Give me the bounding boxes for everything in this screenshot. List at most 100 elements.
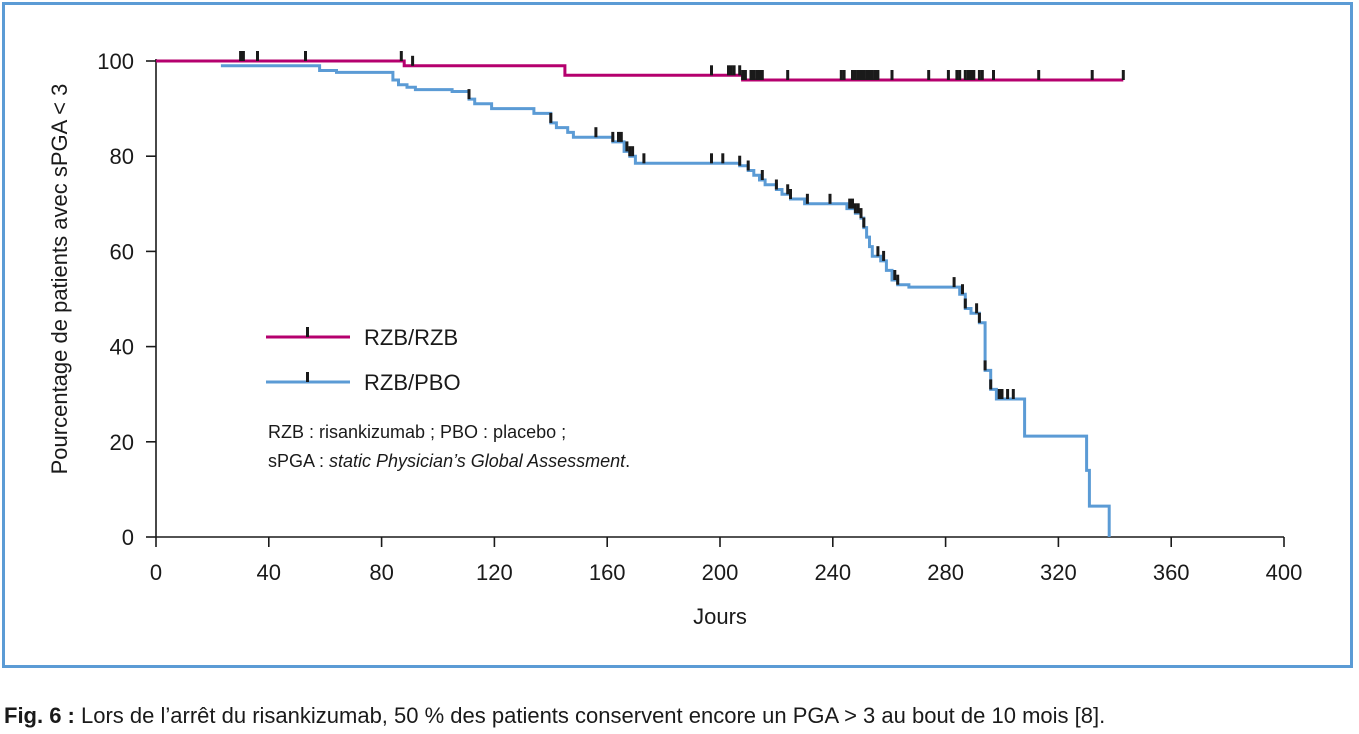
censor-mark-rzb-pbo <box>594 127 598 138</box>
figure-frame <box>2 2 1353 668</box>
censor-mark-rzb-pbo <box>876 246 880 257</box>
y-tick-label: 60 <box>110 239 134 264</box>
censor-mark-rzb-rzb <box>876 70 880 80</box>
caption-label: Fig. 6 : <box>4 703 75 728</box>
censor-mark-rzb-rzb <box>752 70 756 80</box>
censor-mark-rzb-pbo <box>859 208 863 219</box>
censor-mark-rzb-rzb <box>839 70 843 80</box>
censor-mark-rzb-pbo <box>467 89 471 100</box>
censor-mark-rzb-rzb <box>992 70 995 80</box>
legend-tick-rzb-pbo <box>306 372 309 382</box>
censor-mark-rzb-rzb <box>865 70 869 80</box>
censor-mark-rzb-pbo <box>774 179 778 190</box>
censor-mark-rzb-rzb <box>241 51 245 61</box>
censor-mark-rzb-rzb <box>710 65 713 76</box>
censor-mark-rzb-pbo <box>853 203 857 214</box>
censor-mark-rzb-rzb <box>411 55 415 66</box>
censor-mark-rzb-rzb <box>963 70 967 80</box>
censor-mark-rzb-pbo <box>882 250 886 261</box>
x-tick-label: 80 <box>369 560 393 585</box>
censor-mark-rzb-pbo <box>848 198 852 209</box>
x-tick-label: 320 <box>1040 560 1077 585</box>
censor-mark-rzb-rzb <box>727 65 730 76</box>
y-tick-label: 0 <box>122 525 134 550</box>
censor-mark-rzb-rzb <box>870 70 874 80</box>
censor-mark-rzb-pbo <box>975 303 979 314</box>
censor-mark-rzb-rzb <box>958 70 962 80</box>
censor-mark-rzb-pbo <box>862 217 866 228</box>
censor-mark-rzb-pbo <box>628 146 632 157</box>
censor-mark-rzb-rzb <box>890 70 894 80</box>
censor-mark-rzb-rzb <box>868 70 871 80</box>
censor-mark-rzb-rzb <box>969 70 973 80</box>
censor-mark-rzb-rzb <box>1090 70 1094 80</box>
censor-mark-rzb-pbo <box>805 193 809 204</box>
censor-mark-rzb-rzb <box>977 70 981 80</box>
legend-label-rzb-rzb: RZB/RZB <box>364 325 458 350</box>
censor-mark-rzb-pbo <box>1006 389 1010 399</box>
censor-mark-rzb-pbo <box>983 360 987 371</box>
censor-mark-rzb-rzb <box>859 70 863 80</box>
censor-mark-rzb-pbo <box>642 153 646 164</box>
y-tick-label: 100 <box>97 49 134 74</box>
censor-mark-rzb-pbo <box>963 298 967 309</box>
abbreviation-note: RZB : risankizumab ; PBO : placebo ; sPG… <box>268 422 630 471</box>
censor-mark-rzb-pbo <box>625 141 629 152</box>
censor-mark-rzb-rzb <box>980 70 984 80</box>
y-tick-label: 20 <box>110 430 134 455</box>
axes: 0 40 80 120 160 200 240 280 320 360 400 0 20 40 60 80 10… <box>47 49 1302 629</box>
series-line-rzb-pbo <box>220 64 1111 537</box>
censor-mark-rzb-pbo <box>989 379 993 390</box>
censor-mark-rzb-pbo <box>1011 389 1015 399</box>
series-layer <box>156 51 1125 537</box>
censor-mark-rzb-pbo <box>746 160 750 171</box>
censor-mark-rzb-pbo <box>851 198 854 209</box>
censor-mark-rzb-pbo <box>1000 389 1004 399</box>
censor-mark-rzb-pbo <box>997 389 1001 399</box>
censor-mark-rzb-pbo <box>786 184 790 195</box>
x-axis-label: Jours <box>693 604 747 629</box>
x-tick-label: 160 <box>589 560 626 585</box>
kaplan-meier-chart: 0 40 80 120 160 200 240 280 320 360 400 0 20 40 60 80 10… <box>47 49 1302 629</box>
censor-mark-rzb-pbo <box>789 189 792 199</box>
censor-mark-rzb-rzb <box>741 70 745 80</box>
censor-mark-rzb-rzb <box>239 51 243 61</box>
censor-mark-rzb-pbo <box>952 277 956 288</box>
censor-mark-rzb-rzb <box>755 70 759 80</box>
x-tick-label: 400 <box>1266 560 1303 585</box>
censor-mark-rzb-rzb <box>842 70 846 80</box>
x-tick-label: 120 <box>476 560 513 585</box>
note-line-2: sPGA : static Physician’s Global Assessm… <box>268 451 630 471</box>
censor-mark-rzb-pbo <box>896 274 900 285</box>
y-tick-label: 80 <box>110 144 134 169</box>
censor-mark-rzb-rzb <box>786 70 790 80</box>
caption-text: Lors de l’arrêt du risankizumab, 50 % de… <box>74 703 1106 728</box>
censor-mark-rzb-rzb <box>862 70 866 80</box>
censor-mark-rzb-pbo <box>977 312 981 323</box>
censor-mark-rzb-rzb <box>853 70 857 80</box>
censor-mark-rzb-pbo <box>961 284 964 295</box>
censor-mark-rzb-rzb <box>873 70 877 80</box>
x-tick-label: 0 <box>150 560 162 585</box>
censor-mark-rzb-rzb <box>732 65 736 76</box>
x-tick-label: 40 <box>257 560 281 585</box>
note-line-1: RZB : risankizumab ; PBO : placebo ; <box>268 422 566 442</box>
censor-mark-rzb-rzb <box>927 70 931 80</box>
censor-mark-rzb-pbo <box>631 146 635 157</box>
censor-mark-rzb-pbo <box>611 131 615 142</box>
censor-mark-rzb-rzb <box>304 51 307 61</box>
censor-mark-rzb-rzb <box>738 65 742 76</box>
censor-mark-rzb-rzb <box>749 70 753 80</box>
legend-label-rzb-pbo: RZB/PBO <box>364 370 461 395</box>
censor-mark-rzb-pbo <box>856 203 860 214</box>
x-tick-label: 360 <box>1153 560 1190 585</box>
y-axis-label: Pourcentage de patients avec sPGA < 3 <box>47 84 72 475</box>
note-line-2-suffix: . <box>625 451 630 471</box>
censor-mark-rzb-pbo <box>721 153 725 164</box>
censor-mark-rzb-rzb <box>743 70 747 80</box>
y-tick-label: 40 <box>110 335 134 360</box>
censor-mark-rzb-rzb <box>856 70 860 80</box>
legend-tick-rzb-rzb <box>306 327 309 337</box>
x-tick-label: 240 <box>814 560 851 585</box>
legend: RZB/RZB RZB/PBO <box>266 325 461 395</box>
